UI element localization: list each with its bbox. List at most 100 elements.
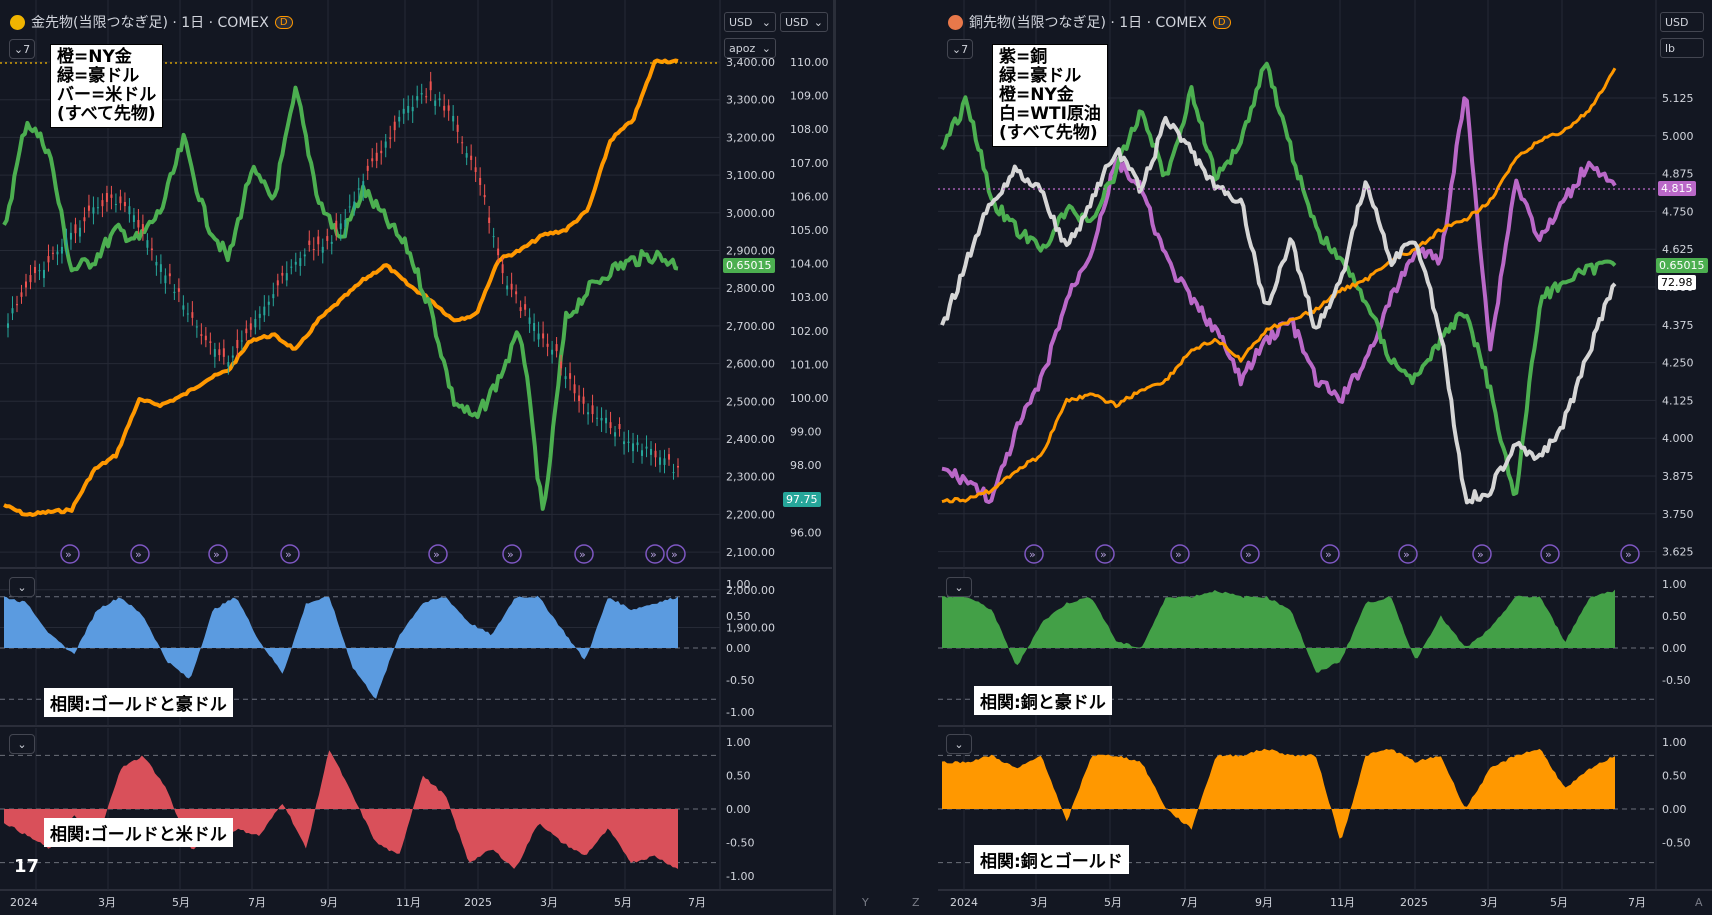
right-delay-badge[interactable]: D: [1212, 15, 1231, 29]
event-arrow-icon: [1240, 544, 1260, 564]
usd-candle-body: [236, 339, 239, 349]
right-corr2-label: 相関:銅とゴールド: [974, 845, 1129, 874]
time-axis-label: 9月: [320, 896, 338, 909]
event-arrow-glyph: »: [671, 548, 678, 561]
right-copper-last-tag: 4.815: [1658, 181, 1696, 196]
right-collapse-count: 7: [961, 42, 969, 56]
right-header[interactable]: 銅先物(当限つなぎ足) · 1日 · COMEX D: [948, 12, 1231, 32]
price-axis-label-usd: 104.00: [790, 258, 829, 271]
corr-axis-label: 0.00: [726, 642, 751, 655]
usd-candle-body: [551, 349, 554, 355]
right-corr1-collapse[interactable]: ⌄: [946, 577, 972, 597]
left-currency-select-1[interactable]: USD ⌄: [724, 12, 776, 32]
event-arrow-icon: [1398, 544, 1418, 564]
chevron-down-icon: ⌄: [954, 737, 964, 751]
right-currency-select[interactable]: USD: [1660, 12, 1704, 32]
usd-candle-body: [290, 266, 293, 268]
price-axis-label: 2,400.00: [726, 433, 775, 446]
right-corr2-collapse[interactable]: ⌄: [946, 734, 972, 754]
usd-candle-body: [33, 266, 36, 274]
usd-candle-body: [132, 215, 135, 222]
usd-candle-body: [411, 106, 414, 112]
time-axis-label: 3月: [1480, 896, 1498, 909]
right-legend-note: 紫=銅 緑=豪ドル 橙=NY金 白=WTI原油 (すべて先物): [992, 44, 1108, 147]
usd-candle-body: [245, 328, 248, 334]
left-delay-badge[interactable]: D: [274, 15, 293, 29]
left-currency-select-2[interactable]: USD ⌄: [780, 12, 828, 32]
copper-series-line: [941, 96, 1617, 504]
corr-axis-label: -1.00: [726, 706, 754, 719]
usd-candle-body: [150, 248, 153, 251]
aud-series-line-right: [940, 61, 1617, 496]
usd-candle-body: [222, 348, 225, 357]
tradingview-logo[interactable]: 17: [14, 856, 40, 877]
chevron-down-icon: ⌄: [951, 42, 962, 56]
event-arrow-glyph: »: [507, 548, 514, 561]
left-collapse-button[interactable]: ⌄ 7: [9, 39, 35, 59]
usd-candle-body: [627, 441, 630, 443]
usd-candle-body: [105, 193, 108, 202]
price-axis-label-usd: 107.00: [790, 157, 829, 170]
left-header[interactable]: 金先物(当限つなぎ足) · 1日 · COMEX D: [10, 12, 293, 32]
time-axis-label: 3月: [1030, 896, 1048, 909]
right-corr1-label: 相関:銅と豪ドル: [974, 686, 1112, 715]
usd-candle-body: [614, 432, 617, 437]
usd-candle-body: [191, 312, 194, 318]
price-axis-label: 3.875: [1662, 470, 1694, 483]
price-axis-label: 2,800.00: [726, 282, 775, 295]
price-axis-label-usd: 109.00: [790, 90, 829, 103]
price-axis-label-usd: 101.00: [790, 358, 829, 371]
usd-candle-body: [258, 313, 261, 318]
right-collapse-button[interactable]: ⌄ 7: [947, 39, 973, 59]
usd-candle-body: [393, 121, 396, 131]
copper-symbol-icon: [948, 14, 963, 30]
usd-candle-body: [51, 252, 54, 254]
event-arrow-icon: [280, 544, 300, 564]
price-axis-label: 1,900.00: [726, 622, 775, 635]
corr-axis-label: -0.50: [726, 674, 754, 687]
usd-candle-body: [609, 422, 612, 429]
left-corr1-collapse[interactable]: ⌄: [9, 577, 35, 597]
usd-candle-body: [542, 333, 545, 339]
usd-candle-body: [240, 340, 243, 342]
usd-candle-body: [456, 124, 459, 132]
usd-candle-body: [267, 301, 270, 305]
usd-candle-body: [276, 280, 279, 286]
usd-candle-body: [254, 319, 257, 328]
price-axis-label: 3.750: [1662, 508, 1694, 521]
corr-axis-label: -1.00: [726, 870, 754, 883]
price-axis-label: 2,100.00: [726, 546, 775, 559]
corr-axis-label: 0.50: [1662, 610, 1687, 623]
time-axis-label: 5月: [1104, 896, 1122, 909]
right-unit-select[interactable]: lb: [1660, 38, 1704, 58]
usd-candle-body: [461, 142, 464, 144]
usd-candle-body: [15, 304, 18, 306]
usd-candle-body: [231, 355, 234, 358]
usd-candle-body: [65, 240, 68, 245]
usd-candle-body: [596, 417, 599, 419]
usd-candle-body: [519, 307, 522, 312]
usd-candle-body: [416, 96, 419, 101]
usd-candle-body: [137, 219, 140, 228]
price-axis-label: 3,400.00: [726, 56, 775, 69]
usd-candle-body: [389, 137, 392, 139]
gold-symbol-icon: [10, 14, 25, 30]
event-arrow-glyph: »: [1100, 548, 1107, 561]
usd-candle-body: [474, 167, 477, 173]
usd-candle-body: [357, 188, 360, 190]
corr-cu-aud-area: [942, 589, 1615, 673]
corr-axis-label: 0.00: [1662, 803, 1687, 816]
usd-candle-body: [60, 246, 63, 254]
price-axis-label-usd: 102.00: [790, 325, 829, 338]
usd-candle-body: [47, 256, 50, 263]
left-currency-1-label: USD: [729, 15, 753, 29]
left-corr2-collapse[interactable]: ⌄: [9, 734, 35, 754]
usd-candle-body: [384, 141, 387, 148]
usd-candle-body: [312, 248, 315, 250]
event-arrow-glyph: »: [1325, 548, 1332, 561]
price-axis-label: 3,200.00: [726, 131, 775, 144]
usd-candle-body: [186, 313, 189, 315]
left-scale-mode-select[interactable]: apoz ⌄: [724, 38, 776, 58]
usd-candle-body: [119, 196, 122, 204]
